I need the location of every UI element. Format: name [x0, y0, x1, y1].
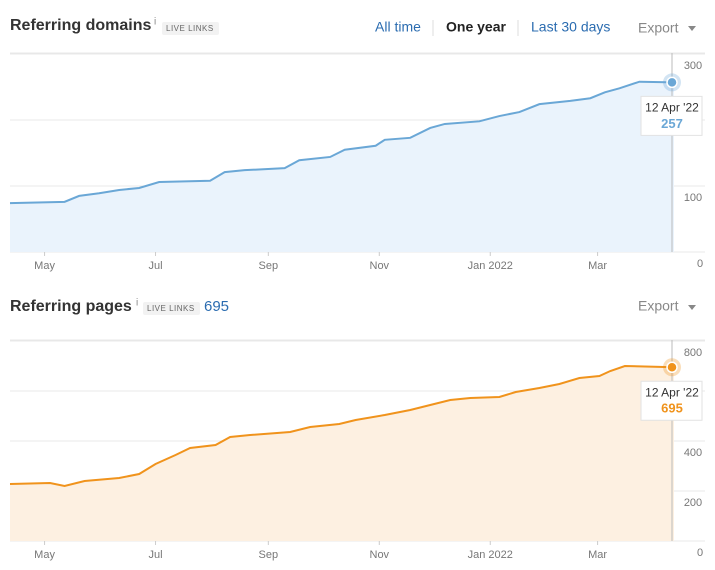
total-value: 695 — [204, 298, 229, 315]
line — [9, 364, 675, 488]
tooltip — [640, 95, 703, 136]
tooltip-value: 257 — [661, 116, 683, 131]
info-icon[interactable]: i — [136, 298, 138, 309]
tooltip-date: 12 Apr '22 — [645, 385, 699, 399]
y-tick-label: 800 — [684, 347, 702, 359]
x-tick-label: Mar — [588, 260, 607, 272]
nav-all-time[interactable]: All time — [375, 19, 421, 35]
x-tick-label: Sep — [259, 260, 279, 272]
badge-bg — [143, 302, 200, 315]
info-icon[interactable]: i — [154, 17, 156, 28]
x-tick-label: Jul — [149, 549, 163, 561]
y-tick-label: 300 — [684, 60, 702, 72]
x-tick-label: Mar — [588, 549, 607, 561]
badge: LIVE LINKS — [166, 24, 214, 33]
tooltip-date: 12 Apr '22 — [645, 101, 699, 115]
x-tick-label: May — [34, 260, 55, 272]
x-tick-label: Nov — [370, 549, 390, 561]
point — [666, 361, 678, 373]
x-tick-label: May — [34, 549, 55, 561]
tooltip — [640, 380, 703, 421]
nav-last-30-days[interactable]: Last 30 days — [531, 19, 610, 35]
tooltip-value: 695 — [661, 401, 683, 416]
dropdown-caret — [688, 26, 696, 31]
point — [666, 76, 678, 89]
area — [10, 366, 674, 541]
x-tick-label: Jul — [149, 260, 163, 272]
export-button[interactable]: Export — [638, 298, 679, 314]
chart-title: Referring pages — [10, 298, 132, 315]
badge: LIVE LINKS — [147, 304, 195, 313]
line — [9, 80, 675, 205]
y-tick-label: 400 — [684, 447, 702, 459]
area — [10, 81, 674, 252]
x-tick-label: Nov — [370, 260, 390, 272]
badge-bg — [162, 22, 219, 35]
y-tick-label: 200 — [684, 497, 702, 509]
y-tick-label: 100 — [684, 192, 702, 204]
x-tick-label: Jan 2022 — [468, 260, 513, 272]
export-button[interactable]: Export — [638, 20, 679, 36]
y-tick-label: 0 — [697, 547, 703, 559]
nav-one-year[interactable]: One year — [446, 19, 506, 35]
chart-title: Referring domains — [10, 17, 151, 34]
x-tick-label: Sep — [259, 549, 279, 561]
x-tick-label: Jan 2022 — [468, 549, 513, 561]
y-tick-label: 0 — [697, 258, 703, 270]
dropdown-caret — [688, 305, 696, 310]
